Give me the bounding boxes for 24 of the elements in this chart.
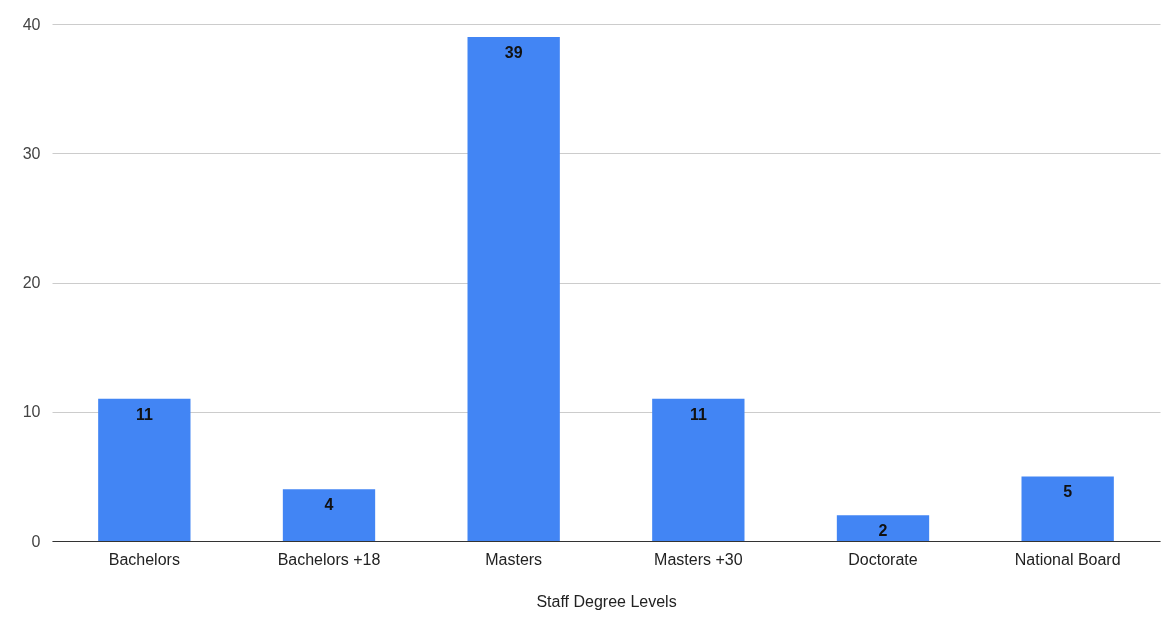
bar [836, 515, 930, 541]
y-tick-label: 20 [22, 274, 41, 291]
data-label: 39 [504, 43, 523, 61]
data-label: 11 [135, 405, 153, 423]
x-tick-label: Bachelors +18 [277, 550, 381, 568]
x-tick-label: National Board [1014, 550, 1121, 568]
data-label: 4 [324, 496, 334, 514]
bar [1021, 476, 1114, 541]
x-axis-title: Staff Degree Levels [536, 592, 677, 610]
bar [282, 489, 376, 541]
x-tick-label: Doctorate [848, 550, 918, 568]
x-tick-label: Masters [485, 550, 543, 568]
y-tick-label: 10 [22, 403, 41, 421]
bar [467, 36, 560, 541]
y-tick-label: 0 [31, 532, 41, 550]
bar [652, 398, 745, 541]
y-tick-label: 40 [22, 15, 41, 33]
x-tick-label: Bachelors [108, 550, 180, 568]
bar [98, 398, 191, 541]
data-label: 2 [878, 522, 888, 540]
y-tick-label: 30 [22, 144, 41, 162]
data-label: 11 [689, 405, 707, 423]
data-label: 5 [1063, 483, 1073, 501]
x-tick-label: Masters +30 [654, 550, 743, 568]
